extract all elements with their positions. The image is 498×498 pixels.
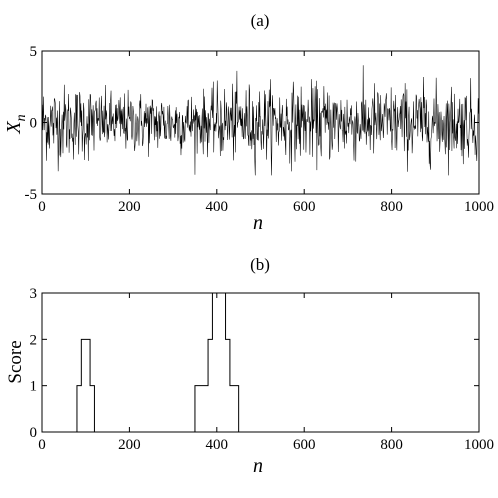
panel-b-y-axis-label: Score <box>5 340 26 383</box>
panel-a-y-tick-label: 0 <box>30 116 38 132</box>
panel-a-y-tick-label: -5 <box>25 187 38 203</box>
panel-b-x-axis-label: n <box>253 455 263 477</box>
panel-a-x-tick-label: 400 <box>206 199 229 215</box>
panel-a: (a) 0 200 400 600 800 1000-505 n Xn <box>3 11 494 234</box>
panel-a-x-tick-label: 1000 <box>464 199 494 215</box>
panel-a-y-axis-label-sub: n <box>14 114 29 121</box>
panel-a-label: (a) <box>251 11 270 30</box>
panel-a-y-axis-label: Xn <box>3 114 29 134</box>
panel-b: (b) 0 200 400 600 800 1000 0 1 2 3 n Score <box>5 255 494 477</box>
panel-b-x-tick-label: 400 <box>206 437 229 453</box>
panel-b-label: (b) <box>250 255 270 274</box>
panel-b-y-tick-label: 1 <box>30 379 38 395</box>
panel-b-x-tick-label: 200 <box>118 437 141 453</box>
panel-b-axes-box <box>41 292 480 433</box>
panel-a-x-tick-label: 600 <box>293 199 316 215</box>
panel-a-x-axis-label: n <box>253 212 263 234</box>
panel-b-x-tick-label: 0 <box>38 437 46 453</box>
panel-a-y-axis-label-main: X <box>3 121 25 135</box>
panel-b-x-tick-label: 1000 <box>464 437 494 453</box>
panel-b-ticks: 0 200 400 600 800 1000 0 1 2 3 <box>30 286 495 453</box>
panel-a-y-tick-label: 5 <box>30 44 38 60</box>
panel-b-plot-area <box>42 292 479 433</box>
panel-a-ticks: 0 200 400 600 800 1000-505 <box>25 44 495 215</box>
panel-b-y-tick-label: 3 <box>30 286 38 302</box>
panel-a-x-tick-label: 0 <box>38 199 46 215</box>
panel-a-plot-area <box>41 65 479 176</box>
panel-a-x-tick-label: 200 <box>118 199 141 215</box>
panel-b-x-tick-label: 600 <box>293 437 316 453</box>
panel-b-x-tick-label: 800 <box>380 437 403 453</box>
panel-a-series-line <box>41 65 479 176</box>
panel-a-x-tick-label: 800 <box>380 199 403 215</box>
panel-b-y-tick-label: 0 <box>30 425 38 441</box>
panel-b-score-line <box>42 292 479 433</box>
panel-b-y-tick-label: 2 <box>30 332 38 348</box>
